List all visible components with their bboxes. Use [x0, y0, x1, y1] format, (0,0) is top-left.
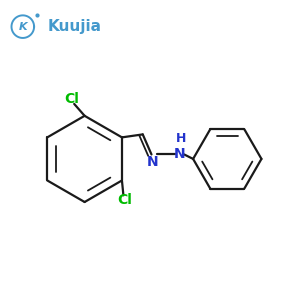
Text: Cl: Cl [64, 92, 79, 106]
Text: H: H [176, 132, 186, 145]
Text: N: N [147, 155, 159, 169]
Text: N: N [174, 148, 185, 161]
Text: Cl: Cl [118, 193, 132, 207]
Text: K: K [19, 22, 27, 32]
Text: Kuujia: Kuujia [48, 19, 102, 34]
